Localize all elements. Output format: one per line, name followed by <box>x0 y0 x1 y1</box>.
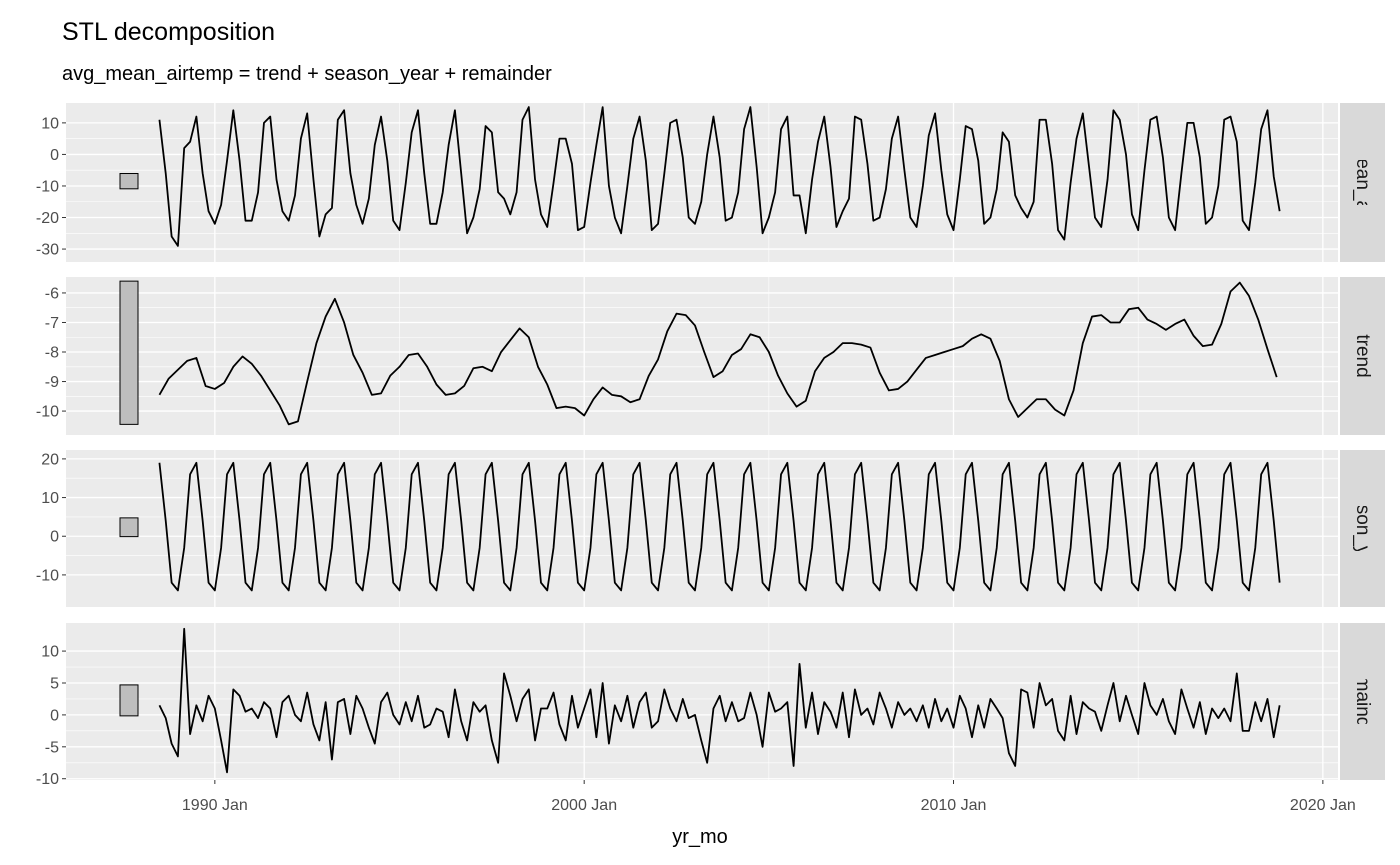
y-tick-label: 5 <box>50 675 59 692</box>
x-tick-label: 2000 Jan <box>551 797 617 814</box>
facet-strip <box>1340 277 1385 435</box>
x-tick-label: 2020 Jan <box>1290 797 1356 814</box>
y-tick-label: -10 <box>36 178 59 195</box>
scale-bar <box>119 684 139 717</box>
facet-label: trend <box>1352 334 1373 377</box>
panel-background <box>66 277 1338 435</box>
y-tick-label: 10 <box>41 490 59 507</box>
chart-subtitle: avg_mean_airtemp = trend + season_year +… <box>62 63 552 85</box>
series-line <box>158 106 1281 247</box>
x-tick-label: 2010 Jan <box>921 797 987 814</box>
y-tick-label: 0 <box>50 529 59 546</box>
y-tick-label: -6 <box>45 285 59 302</box>
y-tick-label: 10 <box>41 644 59 661</box>
y-tick-label: -7 <box>45 315 59 332</box>
y-tick-label: -10 <box>36 567 59 584</box>
y-tick-label: -5 <box>45 739 59 756</box>
panel-background <box>66 623 1338 780</box>
y-tick-label: -10 <box>36 771 59 788</box>
facet-strip <box>1340 103 1385 262</box>
series-line <box>158 627 1281 774</box>
series-line <box>158 281 1278 426</box>
y-tick-label: -9 <box>45 374 59 391</box>
scale-bar <box>119 517 139 538</box>
panel-background <box>66 103 1338 262</box>
x-axis-title: yr_mo <box>672 826 728 848</box>
facet-label: season_year <box>1352 474 1373 583</box>
y-tick-label: -20 <box>36 210 59 227</box>
scale-bar <box>119 173 139 190</box>
series-line <box>158 461 1281 592</box>
facet-label: avg_mean_airtemp <box>1352 101 1373 264</box>
y-tick-label: 0 <box>50 147 59 164</box>
facet-label: remainder <box>1352 659 1373 745</box>
y-tick-label: -30 <box>36 242 59 259</box>
scale-bar <box>119 280 139 425</box>
y-tick-label: 10 <box>41 115 59 132</box>
y-tick-label: -10 <box>36 404 59 421</box>
y-tick-label: -8 <box>45 345 59 362</box>
x-tick-label: 1990 Jan <box>182 797 248 814</box>
y-tick-label: 0 <box>50 707 59 724</box>
facet-strip <box>1340 450 1385 607</box>
facet-strip <box>1340 623 1385 780</box>
chart-title: STL decomposition <box>62 18 275 46</box>
y-tick-label: 20 <box>41 451 59 468</box>
